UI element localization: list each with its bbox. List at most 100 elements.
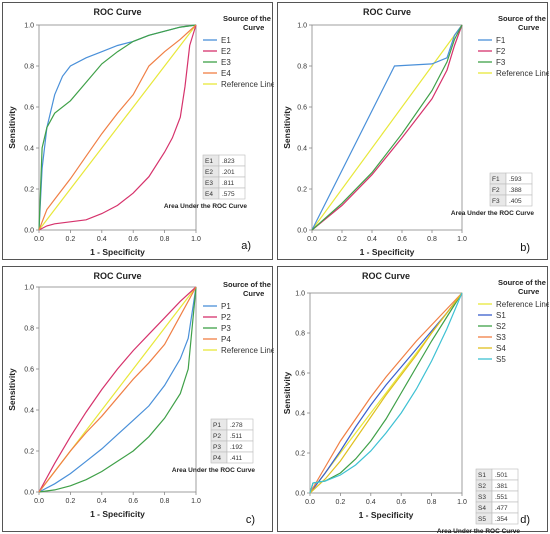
y-tick-label: 0.6 bbox=[297, 105, 307, 112]
x-tick-label: 1.0 bbox=[191, 498, 201, 505]
chart-title: ROC Curve bbox=[93, 7, 141, 17]
plot-area bbox=[38, 24, 197, 231]
auc-label: P1 bbox=[213, 422, 221, 429]
roc-series-s1 bbox=[309, 292, 463, 494]
y-tick-label: 0.0 bbox=[24, 490, 34, 497]
x-tick-label: 1.0 bbox=[191, 236, 201, 243]
roc-chart-b: ROC Curve 0.0 0.2 0.4 0.6 0.8 1.0 0.0 0.2 0.4 0.6 0… bbox=[282, 7, 549, 257]
auc-label: S2 bbox=[478, 483, 486, 490]
legend-entry: S3 bbox=[496, 333, 506, 342]
auc-label: P4 bbox=[213, 455, 221, 462]
roc-series-p2 bbox=[38, 286, 197, 493]
y-tick-label: 0.6 bbox=[295, 371, 305, 378]
roc-series-e2 bbox=[38, 24, 197, 231]
auc-value: .511 bbox=[230, 433, 243, 440]
auc-label: S3 bbox=[478, 494, 486, 501]
x-tick-label: 0.6 bbox=[396, 499, 406, 506]
y-tick-label: 0.0 bbox=[295, 491, 305, 498]
legend-title: Curve bbox=[243, 23, 264, 32]
y-axis-label: Sensitivity bbox=[7, 106, 17, 149]
auc-caption: Area Under the ROC Curve bbox=[437, 528, 520, 533]
y-tick-label: 1.0 bbox=[295, 291, 305, 298]
chart-title: ROC Curve bbox=[93, 271, 141, 281]
y-tick-label: 0.6 bbox=[24, 367, 34, 374]
legend-title: Source of the bbox=[223, 14, 271, 23]
x-axis-label: 1 - Specificity bbox=[359, 510, 414, 520]
auc-value: .354 bbox=[495, 516, 508, 523]
legend-entry: F2 bbox=[496, 47, 506, 56]
plot-area bbox=[309, 292, 463, 494]
legend-title: Curve bbox=[243, 289, 264, 298]
roc-series-e4 bbox=[38, 24, 197, 231]
y-tick-label: 0.8 bbox=[297, 64, 307, 71]
x-tick-label: 0.0 bbox=[34, 236, 44, 243]
reference-line bbox=[38, 24, 197, 231]
legend-entry: Reference Line bbox=[496, 300, 549, 309]
x-tick-label: 0.6 bbox=[128, 236, 138, 243]
legend-entry: E3 bbox=[221, 58, 231, 67]
roc-series-e3 bbox=[38, 24, 197, 231]
auc-caption: Area Under the ROC Curve bbox=[172, 467, 255, 474]
y-tick-label: 0.8 bbox=[295, 331, 305, 338]
auc-cell bbox=[218, 187, 246, 200]
roc-series-p3 bbox=[38, 286, 197, 493]
panel-c: ROC Curve 0.0 0.2 0.4 0.6 0.8 1.0 0.0 0.2 0.4 0.6 0… bbox=[2, 266, 274, 532]
auc-value: .811 bbox=[222, 180, 235, 187]
y-tick-label: 1.0 bbox=[24, 285, 34, 292]
x-tick-label: 0.8 bbox=[160, 498, 170, 505]
roc-series-p1 bbox=[38, 286, 197, 493]
roc-series-f3 bbox=[311, 24, 463, 231]
auc-caption: Area Under the ROC Curve bbox=[451, 210, 534, 217]
y-tick-label: 0.0 bbox=[24, 228, 34, 235]
y-tick-label: 0.2 bbox=[295, 451, 305, 458]
roc-chart-d: ROC Curve 0.0 0.2 0.4 0.6 0.8 1.0 0.0 0.2 0.4 0.6 0… bbox=[282, 271, 549, 533]
roc-chart-a: ROC Curve 0.0 0.2 0.4 0.6 0.8 1.0 0.0 0.2 0.4 0.6 0… bbox=[7, 7, 274, 257]
y-axis-label: Sensitivity bbox=[7, 368, 17, 411]
reference-line bbox=[311, 24, 463, 231]
roc-chart-c: ROC Curve 0.0 0.2 0.4 0.6 0.8 1.0 0.0 0.2 0.4 0.6 0… bbox=[7, 271, 274, 526]
plot-area bbox=[38, 286, 197, 493]
legend-entry: P3 bbox=[221, 324, 231, 333]
auc-value: .551 bbox=[495, 494, 508, 501]
y-tick-label: 0.4 bbox=[295, 411, 305, 418]
x-tick-label: 0.4 bbox=[366, 499, 376, 506]
y-tick-label: 1.0 bbox=[24, 23, 34, 30]
legend-entry: F1 bbox=[496, 36, 506, 45]
auc-value: .575 bbox=[222, 191, 235, 198]
panel-a: ROC Curve 0.0 0.2 0.4 0.6 0.8 1.0 0.0 0.2 0.4 0.6 0… bbox=[2, 2, 274, 260]
x-tick-label: 0.8 bbox=[160, 236, 170, 243]
x-tick-label: 0.2 bbox=[336, 499, 346, 506]
x-tick-label: 0.8 bbox=[427, 499, 437, 506]
x-tick-label: 0.4 bbox=[97, 236, 107, 243]
legend-entry: S4 bbox=[496, 344, 506, 353]
x-tick-label: 0.2 bbox=[337, 236, 347, 243]
auc-cell bbox=[226, 451, 254, 464]
auc-label: F3 bbox=[492, 198, 500, 205]
x-axis-label: 1 - Specificity bbox=[360, 247, 415, 257]
roc-series-s5 bbox=[309, 292, 463, 494]
auc-cell bbox=[505, 194, 533, 207]
y-tick-label: 0.2 bbox=[297, 187, 307, 194]
x-tick-label: 0.0 bbox=[34, 498, 44, 505]
legend-entry: Reference Line bbox=[221, 346, 274, 355]
auc-value: .381 bbox=[495, 483, 508, 490]
legend-entry: F3 bbox=[496, 58, 506, 67]
y-tick-label: 0.6 bbox=[24, 105, 34, 112]
roc-series-f2 bbox=[311, 24, 463, 231]
legend-entry: Reference Line bbox=[221, 80, 274, 89]
auc-label: S1 bbox=[478, 472, 486, 479]
y-tick-label: 0.4 bbox=[297, 146, 307, 153]
x-tick-label: 0.0 bbox=[307, 236, 317, 243]
legend-entry: E4 bbox=[221, 69, 231, 78]
legend-entry: E2 bbox=[221, 47, 231, 56]
auc-value: .192 bbox=[230, 444, 243, 451]
auc-label: E1 bbox=[205, 158, 213, 165]
x-axis-label: 1 - Specificity bbox=[90, 509, 145, 519]
legend-entry: P1 bbox=[221, 302, 231, 311]
panel-d: ROC Curve 0.0 0.2 0.4 0.6 0.8 1.0 0.0 0.2 0.4 0.6 0… bbox=[277, 266, 549, 533]
auc-label: F1 bbox=[492, 176, 500, 183]
y-tick-label: 0.0 bbox=[297, 228, 307, 235]
plot-area bbox=[311, 24, 463, 231]
x-tick-label: 0.0 bbox=[305, 499, 315, 506]
auc-value: .405 bbox=[509, 198, 522, 205]
